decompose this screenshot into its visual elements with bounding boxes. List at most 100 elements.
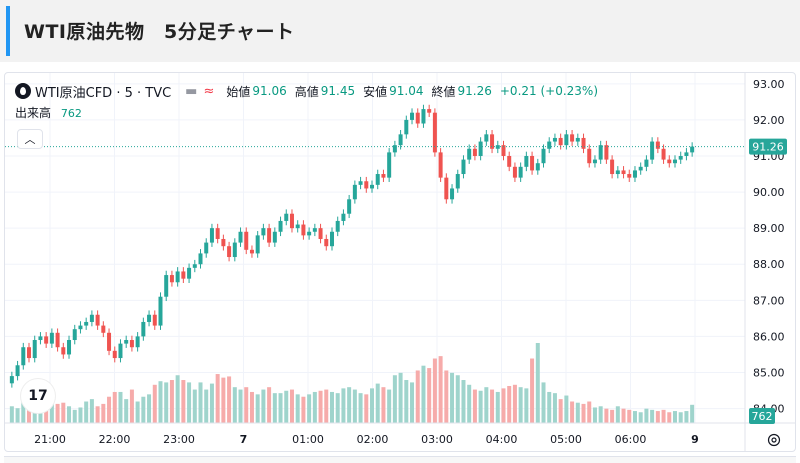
candle-body bbox=[632, 170, 637, 178]
volume-value: 762 bbox=[60, 107, 82, 120]
gear-icon[interactable] bbox=[766, 432, 782, 448]
volume-bar bbox=[404, 380, 409, 423]
x-tick-label: 06:00 bbox=[615, 433, 647, 446]
volume-bar bbox=[301, 396, 306, 423]
close-label: 終値 bbox=[431, 84, 456, 99]
oil-drop-icon bbox=[15, 83, 31, 99]
candle-body bbox=[587, 148, 592, 164]
volume-bar bbox=[15, 408, 20, 423]
candle-body bbox=[289, 213, 294, 229]
candle-body bbox=[249, 249, 254, 254]
volume-bar bbox=[530, 358, 535, 423]
volume-bar bbox=[49, 401, 54, 423]
candle-body bbox=[398, 134, 403, 146]
candle-body bbox=[215, 228, 220, 239]
symbol-title[interactable]: WTI原油CFD · 5 · TVC bbox=[35, 85, 172, 101]
volume-bar bbox=[249, 391, 254, 423]
bottom-strip bbox=[4, 456, 796, 463]
candle-body bbox=[32, 340, 37, 359]
volume-bar bbox=[627, 409, 632, 423]
volume-bar bbox=[312, 391, 317, 423]
candle-body bbox=[112, 350, 117, 359]
volume-bar bbox=[324, 389, 329, 423]
volume-bar bbox=[684, 411, 689, 423]
volume-bar bbox=[558, 399, 563, 423]
volume-bar bbox=[512, 384, 517, 423]
y-tick-label: 86.00 bbox=[753, 330, 785, 343]
volume-bar bbox=[484, 387, 489, 423]
volume-bar bbox=[221, 377, 226, 423]
volume-bars bbox=[9, 343, 695, 423]
candle-body bbox=[524, 155, 529, 167]
candle-body bbox=[107, 332, 112, 351]
candle-body bbox=[530, 155, 535, 171]
candle-body bbox=[27, 347, 32, 359]
volume-bar bbox=[78, 407, 83, 423]
candle-body bbox=[490, 134, 495, 149]
price-axis: 84.0085.0086.0087.0088.0089.0090.0091.00… bbox=[5, 73, 795, 451]
candle-body bbox=[329, 231, 334, 247]
candle-body bbox=[564, 134, 569, 146]
volume-bar bbox=[272, 393, 277, 423]
x-tick-label: 03:00 bbox=[421, 433, 453, 446]
volume-bar bbox=[72, 409, 77, 423]
collapse-legend-button[interactable]: ︿ bbox=[17, 129, 43, 149]
volume-bar bbox=[375, 383, 380, 423]
candle-body bbox=[604, 145, 609, 160]
candle-body bbox=[232, 242, 237, 258]
chart-widget[interactable]: 84.0085.0086.0087.0088.0089.0090.0091.00… bbox=[4, 72, 796, 452]
candle-body bbox=[175, 271, 180, 283]
candle-body bbox=[21, 347, 26, 366]
candle-body bbox=[455, 174, 460, 189]
candle-body bbox=[678, 155, 683, 160]
volume-bar bbox=[84, 401, 89, 423]
volume-bar bbox=[295, 394, 300, 423]
volume-bar bbox=[284, 390, 289, 423]
volume-bar bbox=[381, 387, 386, 423]
candle-body bbox=[661, 148, 666, 160]
candle-body bbox=[192, 264, 197, 268]
candle-body bbox=[198, 253, 203, 265]
tradingview-logo[interactable]: 17 bbox=[21, 379, 55, 413]
wave-icon: ≈ bbox=[203, 83, 215, 99]
volume-bar bbox=[27, 402, 32, 423]
volume-bar bbox=[587, 401, 592, 423]
volume-bar bbox=[335, 393, 340, 423]
volume-bar bbox=[289, 389, 294, 423]
volume-bar bbox=[438, 356, 443, 423]
volume-bar bbox=[244, 387, 249, 423]
volume-bar bbox=[55, 403, 60, 423]
volume-bar bbox=[415, 370, 420, 423]
volume-bar bbox=[129, 389, 134, 423]
candle-body bbox=[547, 141, 552, 149]
volume-bar bbox=[187, 382, 192, 423]
page-title: WTI原油先物 5分足チャート bbox=[24, 21, 295, 43]
candlestick-chart[interactable]: 84.0085.0086.0087.0088.0089.0090.0091.00… bbox=[5, 73, 796, 452]
volume-bar bbox=[204, 389, 209, 423]
y-tick-label: 88.00 bbox=[753, 258, 785, 271]
volume-bar bbox=[307, 394, 312, 423]
candle-body bbox=[364, 181, 369, 189]
candle-body bbox=[141, 321, 146, 337]
candle-body bbox=[181, 271, 186, 279]
volume-bar bbox=[501, 388, 506, 423]
candle-body bbox=[15, 365, 20, 377]
candle-body bbox=[467, 148, 472, 160]
candle-body bbox=[358, 181, 363, 185]
volume-bar bbox=[267, 387, 272, 423]
volume-bar bbox=[164, 382, 169, 423]
volume-bar bbox=[318, 390, 323, 423]
candle-body bbox=[387, 152, 392, 178]
volume-bar bbox=[364, 394, 369, 423]
candle-body bbox=[335, 220, 340, 232]
volume-bar bbox=[227, 376, 232, 423]
candle-body bbox=[72, 329, 77, 341]
candle-body bbox=[592, 159, 597, 164]
volume-bar bbox=[278, 393, 283, 423]
dash-icon: ▬ bbox=[185, 83, 198, 99]
candle-body bbox=[507, 155, 512, 167]
volume-bar bbox=[472, 389, 477, 423]
volume-bar bbox=[238, 389, 243, 423]
volume-bar bbox=[89, 399, 94, 423]
candle-body bbox=[375, 174, 380, 185]
